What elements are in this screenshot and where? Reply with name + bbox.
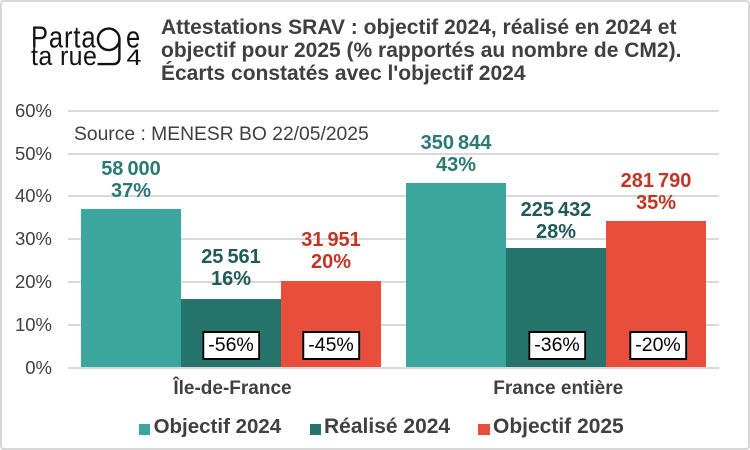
svg-text:4: 4 — [127, 45, 142, 70]
svg-text:e: e — [126, 20, 140, 54]
svg-text:ta rue: ta rue — [31, 40, 97, 71]
svg-text:Parta: Parta — [31, 20, 96, 54]
